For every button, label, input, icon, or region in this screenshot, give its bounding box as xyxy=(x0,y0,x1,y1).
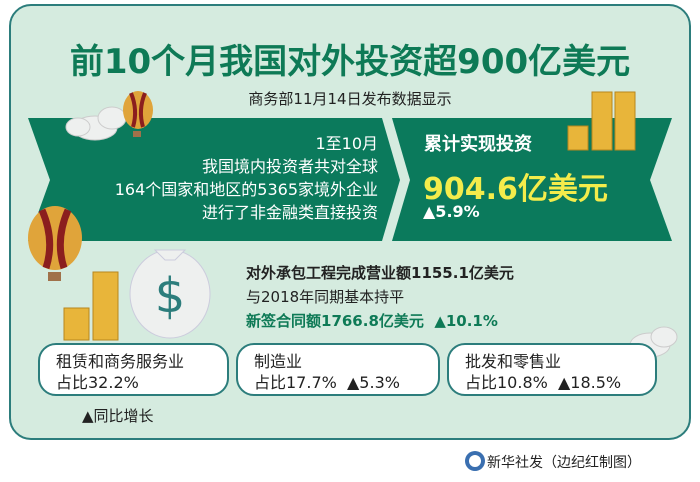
subtitle: 商务部11月14日发布数据显示 xyxy=(248,90,452,108)
sector-card: 租赁和商务服务业 占比32.2% xyxy=(38,343,229,396)
coin-stack-icon xyxy=(63,271,119,341)
sector-share: 占比32.2% xyxy=(56,373,139,392)
banner-left xyxy=(28,118,400,241)
text-line: 1至10月 xyxy=(315,134,378,153)
banner-left-text: 1至10月 我国境内投资者共对全球 164个国家和地区的5365家境外企业 进行… xyxy=(115,132,378,224)
new-contract-value: 新签合同额1766.8亿美元 ▲10.1% xyxy=(246,312,498,330)
hot-air-balloon-icon xyxy=(28,206,82,281)
cumulative-value: 904.6亿美元 xyxy=(423,172,608,207)
text-line: 164个国家和地区的5365家境外企业 xyxy=(114,180,378,199)
text-line: 进行了非金融类直接投资 xyxy=(201,203,378,222)
text-line: 我国境内投资者共对全球 xyxy=(201,157,378,176)
hot-air-balloon-icon xyxy=(123,91,153,137)
contract-revenue: 对外承包工程完成营业额1155.1亿美元 xyxy=(246,264,514,282)
contract-comparison: 与2018年同期基本持平 xyxy=(246,288,405,306)
page-title: 前10个月我国对外投资超900亿美元 xyxy=(69,42,631,82)
money-bag-icon: $ xyxy=(129,249,211,339)
coin-stack-icon xyxy=(567,91,636,151)
sector-name: 制造业 xyxy=(254,352,303,371)
sector-share: 占比17.7% ▲5.3% xyxy=(254,373,400,392)
credit: 新华社发（边纪红制图） xyxy=(487,455,641,471)
sector-name: 租赁和商务服务业 xyxy=(56,352,185,371)
cloud-icon xyxy=(65,106,127,141)
sector-card: 批发和零售业 占比10.8% ▲18.5% xyxy=(447,343,657,396)
cumulative-label: 累计实现投资 xyxy=(424,134,532,155)
sector-name: 批发和零售业 xyxy=(465,352,562,371)
svg-text:$: $ xyxy=(155,268,186,324)
cumulative-growth: ▲5.9% xyxy=(423,202,480,221)
legend-note: ▲同比增长 xyxy=(82,407,154,425)
sector-card: 制造业 占比17.7% ▲5.3% xyxy=(236,343,440,396)
xinhua-logo xyxy=(465,451,485,471)
sector-share: 占比10.8% ▲18.5% xyxy=(465,373,622,392)
